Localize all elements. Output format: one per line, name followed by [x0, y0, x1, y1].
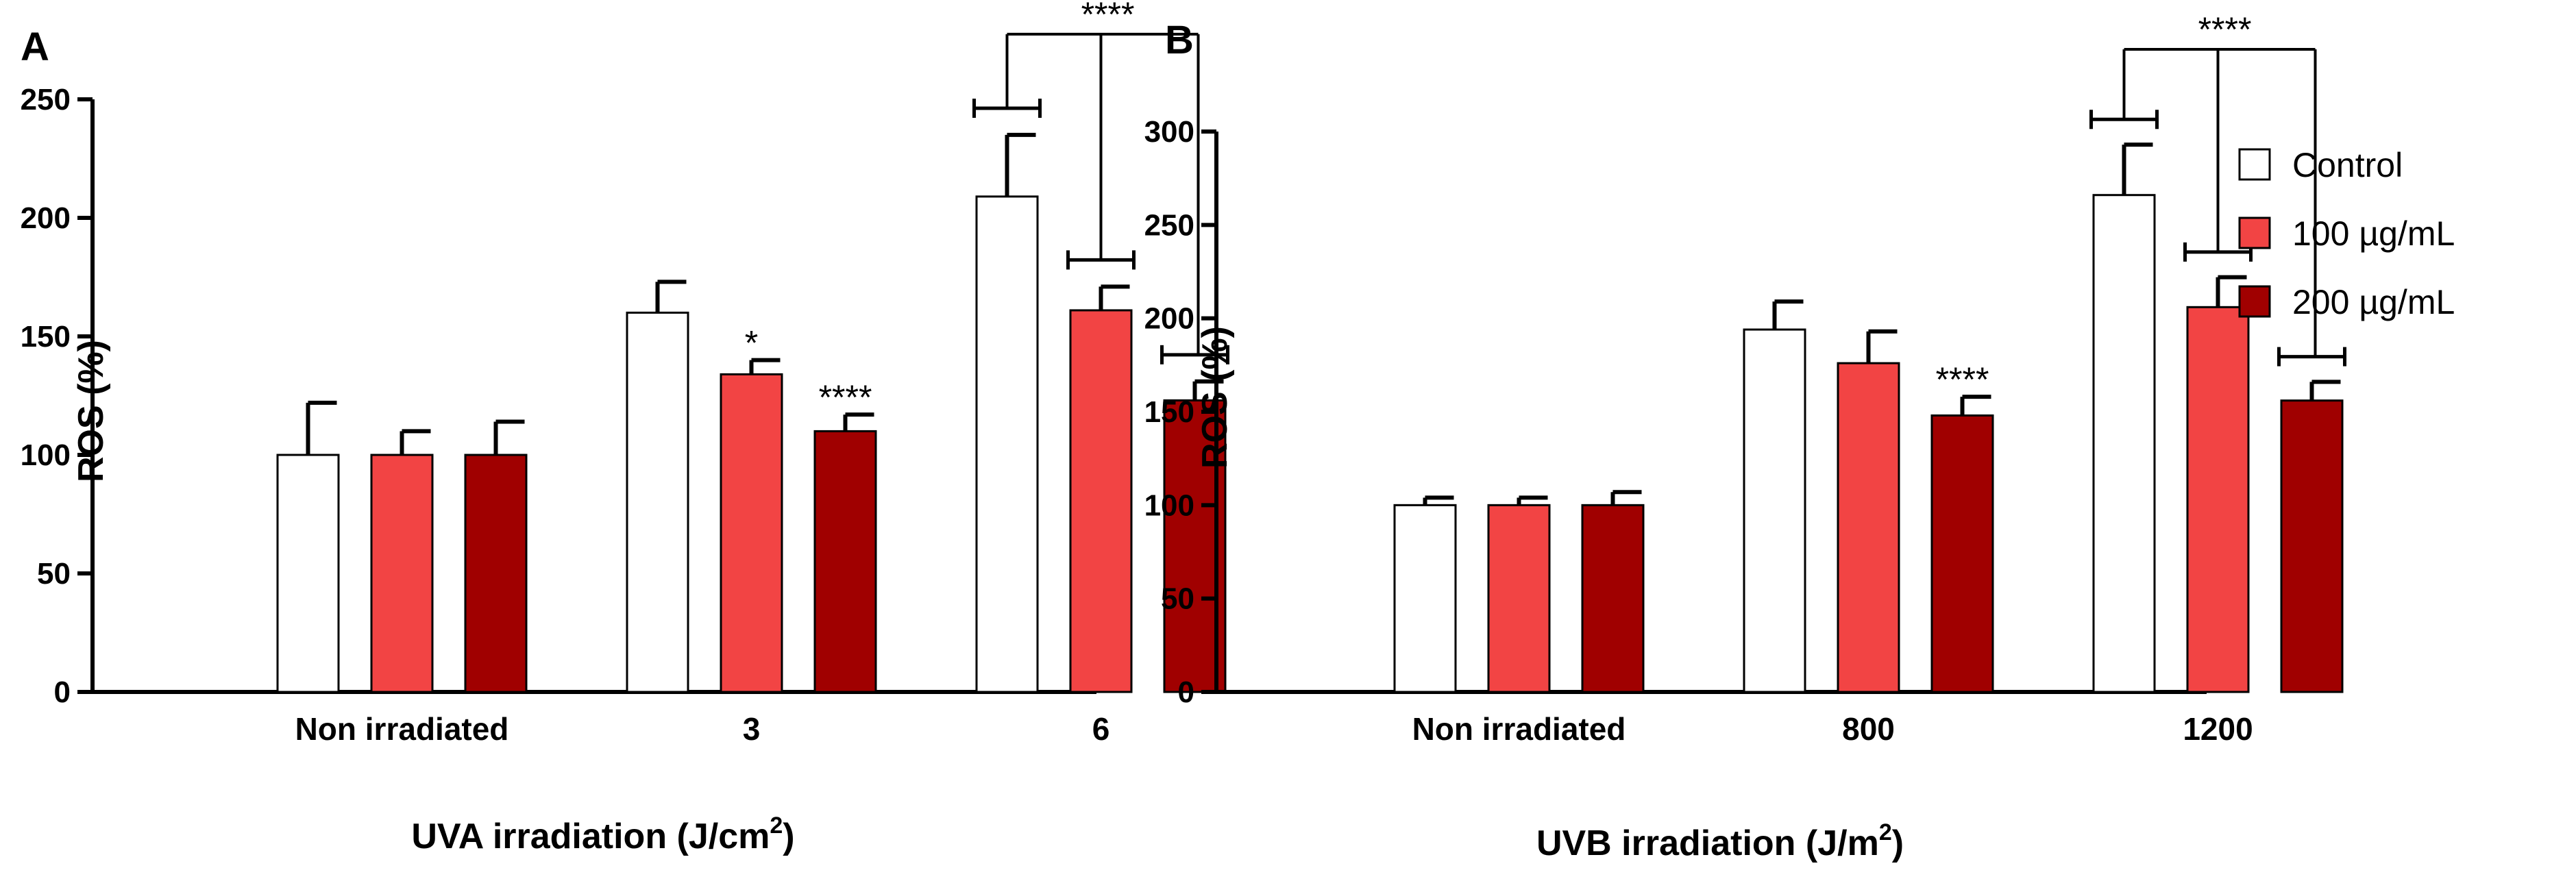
- panel-a-bar-100-1: [720, 373, 783, 693]
- panel-b-x-axis-label-main: UVB irradiation (J/m: [1536, 823, 1879, 863]
- legend-label-100: 100 µg/mL: [2292, 214, 2455, 253]
- panel-a-category-label-1: 3: [743, 711, 761, 747]
- panel-a-x-axis-label-close: ): [783, 817, 794, 856]
- panel-a-y-tick-label-250: 250: [21, 83, 71, 116]
- panel-b-y-tick-label-250: 250: [1144, 208, 1194, 242]
- panel-b-y-tick-label-200: 200: [1144, 302, 1194, 336]
- panel-b-bar-control-0: [1393, 504, 1457, 693]
- panel-b-category-label-0: Non irradiated: [1412, 711, 1626, 747]
- panel-a-y-tick-label-200: 200: [21, 201, 71, 235]
- panel-b-x-axis-label-sup: 2: [1879, 819, 1892, 845]
- panel-b-bar-control-2: [2092, 194, 2156, 693]
- panel-b-bar-200-2: [2280, 399, 2344, 693]
- panel-b-category-label-2: 1200: [2183, 711, 2253, 747]
- panel-b-bar-100-2: [2186, 306, 2250, 693]
- panel-a-y-tick-label-0: 0: [54, 676, 71, 709]
- panel-a-bar-100-0: [370, 454, 434, 693]
- panel-b: B ROS (%) UVB irradiation (J/m2) 0501001…: [1144, 10, 2346, 863]
- panel-a-bar-control-2: [975, 195, 1039, 693]
- legend-swatch-100: [2238, 216, 2271, 249]
- panel-b-letter: B: [1165, 18, 1194, 62]
- panel-b-bar-200-0: [1581, 504, 1645, 693]
- legend-label-control: Control: [2292, 146, 2403, 184]
- panel-b-y-tick-label-100: 100: [1144, 488, 1194, 522]
- panel-b-category-label-1: 800: [1842, 711, 1895, 747]
- panel-b-x-axis-label-close: ): [1892, 823, 1904, 863]
- panel-b-bar-100-1: [1837, 362, 1900, 693]
- panel-b-y-tick-label-0: 0: [1178, 676, 1194, 709]
- legend-label-200: 200 µg/mL: [2292, 283, 2455, 321]
- panel-b-significance-200-1: ****: [1936, 360, 1989, 399]
- legend-swatch-200: [2238, 285, 2271, 318]
- panel-a-x-axis-label-main: UVA irradiation (J/cm: [411, 817, 770, 856]
- panel-a-y-tick-label-150: 150: [21, 320, 71, 354]
- legend-swatch-control: [2238, 148, 2271, 181]
- panel-a: A ROS (%) UVA irradiation (J/cm2) 050100…: [21, 0, 1229, 856]
- panel-a-bar-100-2: [1069, 309, 1133, 693]
- panel-b-y-tick-label-150: 150: [1144, 395, 1194, 429]
- panel-a-bracket-label: ****: [1081, 0, 1135, 34]
- panel-a-x-axis-label: UVA irradiation (J/cm2): [411, 813, 794, 856]
- panel-a-y-tick-label-100: 100: [21, 438, 71, 472]
- panel-a-significance-100-1: *: [745, 324, 758, 362]
- panel-a-category-label-2: 6: [1092, 711, 1110, 747]
- panel-b-bar-100-0: [1487, 504, 1551, 693]
- panel-a-significance-200-1: ****: [819, 378, 872, 417]
- panel-b-y-tick-label-50: 50: [1161, 582, 1194, 616]
- panel-a-bar-200-0: [464, 454, 528, 693]
- panel-b-bar-200-1: [1930, 414, 1994, 693]
- panel-a-x-axis-label-sup: 2: [770, 813, 783, 839]
- panel-b-bar-control-1: [1743, 328, 1806, 693]
- legend: Control 100 µg/mL 200 µg/mL: [2238, 146, 2455, 321]
- panel-a-category-label-0: Non irradiated: [295, 711, 509, 747]
- panel-a-bar-control-1: [626, 311, 689, 693]
- panel-a-bar-200-1: [813, 430, 877, 693]
- panel-b-bracket-label: ****: [2198, 10, 2252, 49]
- panel-a-y-tick-label-50: 50: [37, 557, 71, 591]
- panel-a-letter: A: [21, 25, 49, 69]
- panel-b-x-axis-label: UVB irradiation (J/m2): [1536, 819, 1904, 863]
- panel-a-bar-control-0: [276, 454, 340, 693]
- panel-b-y-tick-label-300: 300: [1144, 115, 1194, 149]
